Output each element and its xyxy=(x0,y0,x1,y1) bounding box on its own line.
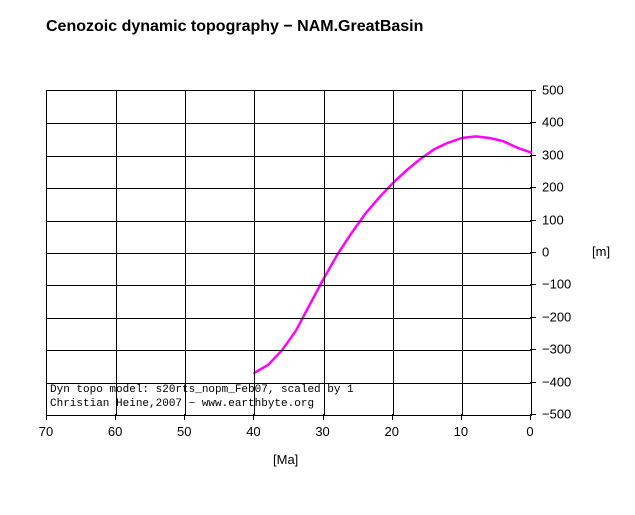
y-tick-mark xyxy=(530,284,536,285)
y-tick-label: −400 xyxy=(542,374,571,389)
y-tick-label: 500 xyxy=(542,83,564,98)
chart-title: Cenozoic dynamic topography − NAM.GreatB… xyxy=(46,18,423,36)
gridline-h xyxy=(47,123,531,124)
gridline-h xyxy=(47,318,531,319)
gridline-h xyxy=(47,156,531,157)
x-axis-label: [Ma] xyxy=(273,452,298,467)
y-tick-mark xyxy=(530,349,536,350)
y-tick-label: −200 xyxy=(542,309,571,324)
plot-area xyxy=(46,90,532,416)
gridline-h xyxy=(47,221,531,222)
y-tick-label: 300 xyxy=(542,147,564,162)
y-tick-label: −100 xyxy=(542,277,571,292)
y-tick-mark xyxy=(530,317,536,318)
y-tick-mark xyxy=(530,187,536,188)
y-tick-mark xyxy=(530,220,536,221)
x-tick-mark xyxy=(323,414,324,420)
y-tick-label: −300 xyxy=(542,342,571,357)
y-tick-mark xyxy=(530,90,536,91)
y-tick-mark xyxy=(530,155,536,156)
chart-container: { "chart": { "type": "line", "title": "C… xyxy=(0,0,635,515)
x-tick-label: 70 xyxy=(39,424,53,439)
credit-line: Dyn topo model: s20rts_nopm_Feb07, scale… xyxy=(50,384,354,396)
x-tick-label: 10 xyxy=(454,424,468,439)
gridline-h xyxy=(47,253,531,254)
x-tick-mark xyxy=(115,414,116,420)
x-tick-mark xyxy=(253,414,254,420)
gridline-h xyxy=(47,188,531,189)
y-tick-mark xyxy=(530,122,536,123)
x-tick-label: 60 xyxy=(108,424,122,439)
y-tick-mark xyxy=(530,252,536,253)
y-axis-label: [m] xyxy=(592,244,610,259)
x-tick-mark xyxy=(461,414,462,420)
x-tick-label: 50 xyxy=(177,424,191,439)
y-tick-mark xyxy=(530,414,536,415)
credit-line: Christian Heine,2007 − www.earthbyte.org xyxy=(50,398,314,410)
y-tick-label: 100 xyxy=(542,212,564,227)
x-tick-label: 0 xyxy=(526,424,533,439)
x-tick-label: 40 xyxy=(246,424,260,439)
x-tick-mark xyxy=(184,414,185,420)
gridline-h xyxy=(47,350,531,351)
y-tick-label: −500 xyxy=(542,407,571,422)
gridline-h xyxy=(47,285,531,286)
y-tick-label: 0 xyxy=(542,245,549,260)
x-tick-mark xyxy=(392,414,393,420)
x-tick-label: 20 xyxy=(384,424,398,439)
y-tick-label: 200 xyxy=(542,180,564,195)
y-tick-mark xyxy=(530,382,536,383)
y-tick-label: 400 xyxy=(542,115,564,130)
x-tick-mark xyxy=(46,414,47,420)
x-tick-label: 30 xyxy=(315,424,329,439)
